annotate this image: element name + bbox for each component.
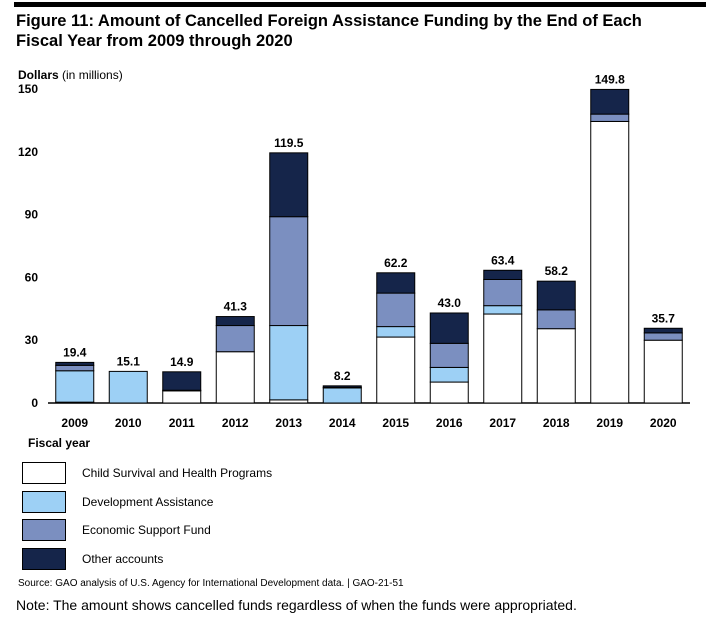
bar-segment-2016-development-assistance	[429, 366, 469, 383]
legend-label-other-accounts: Other accounts	[82, 552, 164, 566]
bar-segment-2017-development-assistance	[483, 305, 523, 315]
bar-segment-2013-other-accounts	[269, 152, 309, 218]
bar-segment-2013-development-assistance	[269, 325, 309, 401]
bar-segment-2019-other-accounts	[590, 88, 630, 115]
note-line: Note: The amount shows cancelled funds r…	[16, 597, 577, 613]
bar-total-label: 41.3	[224, 300, 248, 314]
legend-label-economic-support-fund: Economic Support Fund	[82, 523, 211, 537]
bar-segment-2020-other-accounts	[643, 327, 683, 334]
x-tick-label: 2016	[436, 416, 463, 430]
bar-total-label: 15.1	[117, 354, 141, 368]
bar-total-label: 63.4	[491, 253, 515, 267]
x-tick-label: 2018	[543, 416, 570, 430]
bar-segment-2012-other-accounts	[215, 316, 255, 327]
legend-label-development-assistance: Development Assistance	[82, 495, 214, 509]
bar-total-label: 14.9	[170, 355, 194, 369]
bar-segment-2011-child-survival-and-health-programs	[162, 390, 202, 404]
bar-segment-2015-other-accounts	[376, 272, 416, 294]
bar-segment-2009-economic-support-fund	[55, 364, 95, 372]
bar-segment-2020-child-survival-and-health-programs	[643, 339, 683, 404]
figure-title: Figure 11: Amount of Cancelled Foreign A…	[16, 11, 706, 51]
bar-segment-2017-child-survival-and-health-programs	[483, 313, 523, 404]
bar-segment-2015-development-assistance	[376, 326, 416, 338]
x-tick-label: 2013	[275, 416, 302, 430]
bar-segment-2018-economic-support-fund	[536, 309, 576, 330]
legend-swatch-economic-support-fund	[22, 519, 66, 541]
legend-item-child-survival: Child Survival and Health Programs	[22, 462, 422, 486]
header-rule	[14, 2, 706, 7]
bar-total-label: 149.8	[595, 72, 625, 86]
bar-segment-2014-other-accounts	[322, 385, 362, 388]
bar-segment-2019-economic-support-fund	[590, 113, 630, 122]
x-tick-label: 2011	[169, 416, 195, 430]
x-tick-label: 2012	[222, 416, 249, 430]
bar-segment-2017-economic-support-fund	[483, 278, 523, 307]
bar-segment-2010-development-assistance	[108, 370, 148, 404]
bar-segment-2009-other-accounts	[55, 361, 95, 366]
x-tick-label: 2014	[329, 416, 356, 430]
x-tick-label: 2017	[489, 416, 516, 430]
figure-title-line-2: Fiscal Year from 2009 through 2020	[16, 32, 293, 50]
bar-segment-2018-child-survival-and-health-programs	[536, 328, 576, 404]
y-tick-label: 90	[25, 208, 39, 222]
bar-segment-2012-economic-support-fund	[215, 325, 255, 353]
y-axis-label-main: Dollars	[18, 68, 59, 82]
x-tick-label: 2019	[596, 416, 623, 430]
bar-segment-2019-child-survival-and-health-programs	[590, 120, 630, 404]
y-tick-label: 30	[25, 333, 39, 347]
bar-segment-2013-economic-support-fund	[269, 216, 309, 327]
x-tick-label: 2010	[115, 416, 142, 430]
bar-total-label: 19.4	[63, 345, 87, 359]
bar-segment-2009-development-assistance	[55, 370, 95, 403]
figure-title-line-1: Figure 11: Amount of Cancelled Foreign A…	[16, 12, 642, 30]
legend-item-development-assistance: Development Assistance	[22, 491, 422, 515]
source-line: Source: GAO analysis of U.S. Agency for …	[18, 578, 404, 589]
bar-segment-2018-other-accounts	[536, 280, 576, 311]
bar-total-label: 58.2	[545, 264, 569, 278]
bar-total-label: 35.7	[652, 311, 676, 325]
y-tick-label: 60	[25, 270, 39, 284]
legend-swatch-other-accounts	[22, 548, 66, 570]
bar-total-label: 43.0	[438, 296, 462, 310]
y-axis-label-unit: (in millions)	[59, 68, 123, 82]
legend-label-child-survival: Child Survival and Health Programs	[82, 466, 273, 480]
y-tick-label: 150	[18, 82, 38, 96]
y-tick-label: 120	[18, 145, 38, 159]
x-tick-label: 2015	[382, 416, 409, 430]
y-axis-label: Dollars (in millions)	[18, 68, 123, 82]
legend-item-other-accounts: Other accounts	[22, 548, 422, 572]
bar-segment-2016-other-accounts	[429, 312, 469, 344]
bar-segment-2020-economic-support-fund	[643, 332, 683, 341]
bar-segment-2017-other-accounts	[483, 269, 523, 280]
x-axis-label: Fiscal year	[28, 436, 90, 450]
y-tick-label: 0	[31, 396, 38, 410]
bar-segment-2015-child-survival-and-health-programs	[376, 336, 416, 404]
legend-item-economic-support-fund: Economic Support Fund	[22, 519, 422, 543]
bar-segment-2015-economic-support-fund	[376, 292, 416, 328]
bar-total-label: 8.2	[334, 369, 351, 383]
bar-segment-2014-development-assistance	[322, 387, 362, 404]
legend-swatch-development-assistance	[22, 491, 66, 513]
bar-segment-2012-child-survival-and-health-programs	[215, 351, 255, 404]
legend-swatch-child-survival	[22, 462, 66, 484]
x-tick-label: 2009	[61, 416, 88, 430]
bar-total-label: 119.5	[274, 136, 304, 150]
bar-total-label: 62.2	[384, 256, 408, 270]
x-tick-label: 2020	[650, 416, 677, 430]
bar-segment-2016-child-survival-and-health-programs	[429, 381, 469, 404]
stacked-bar-chart: Dollars (in millions) 0 30 60 90 120 150 19.4 20…	[18, 68, 690, 450]
bar-segment-2016-economic-support-fund	[429, 342, 469, 368]
bar-segment-2011-other-accounts	[162, 371, 202, 391]
